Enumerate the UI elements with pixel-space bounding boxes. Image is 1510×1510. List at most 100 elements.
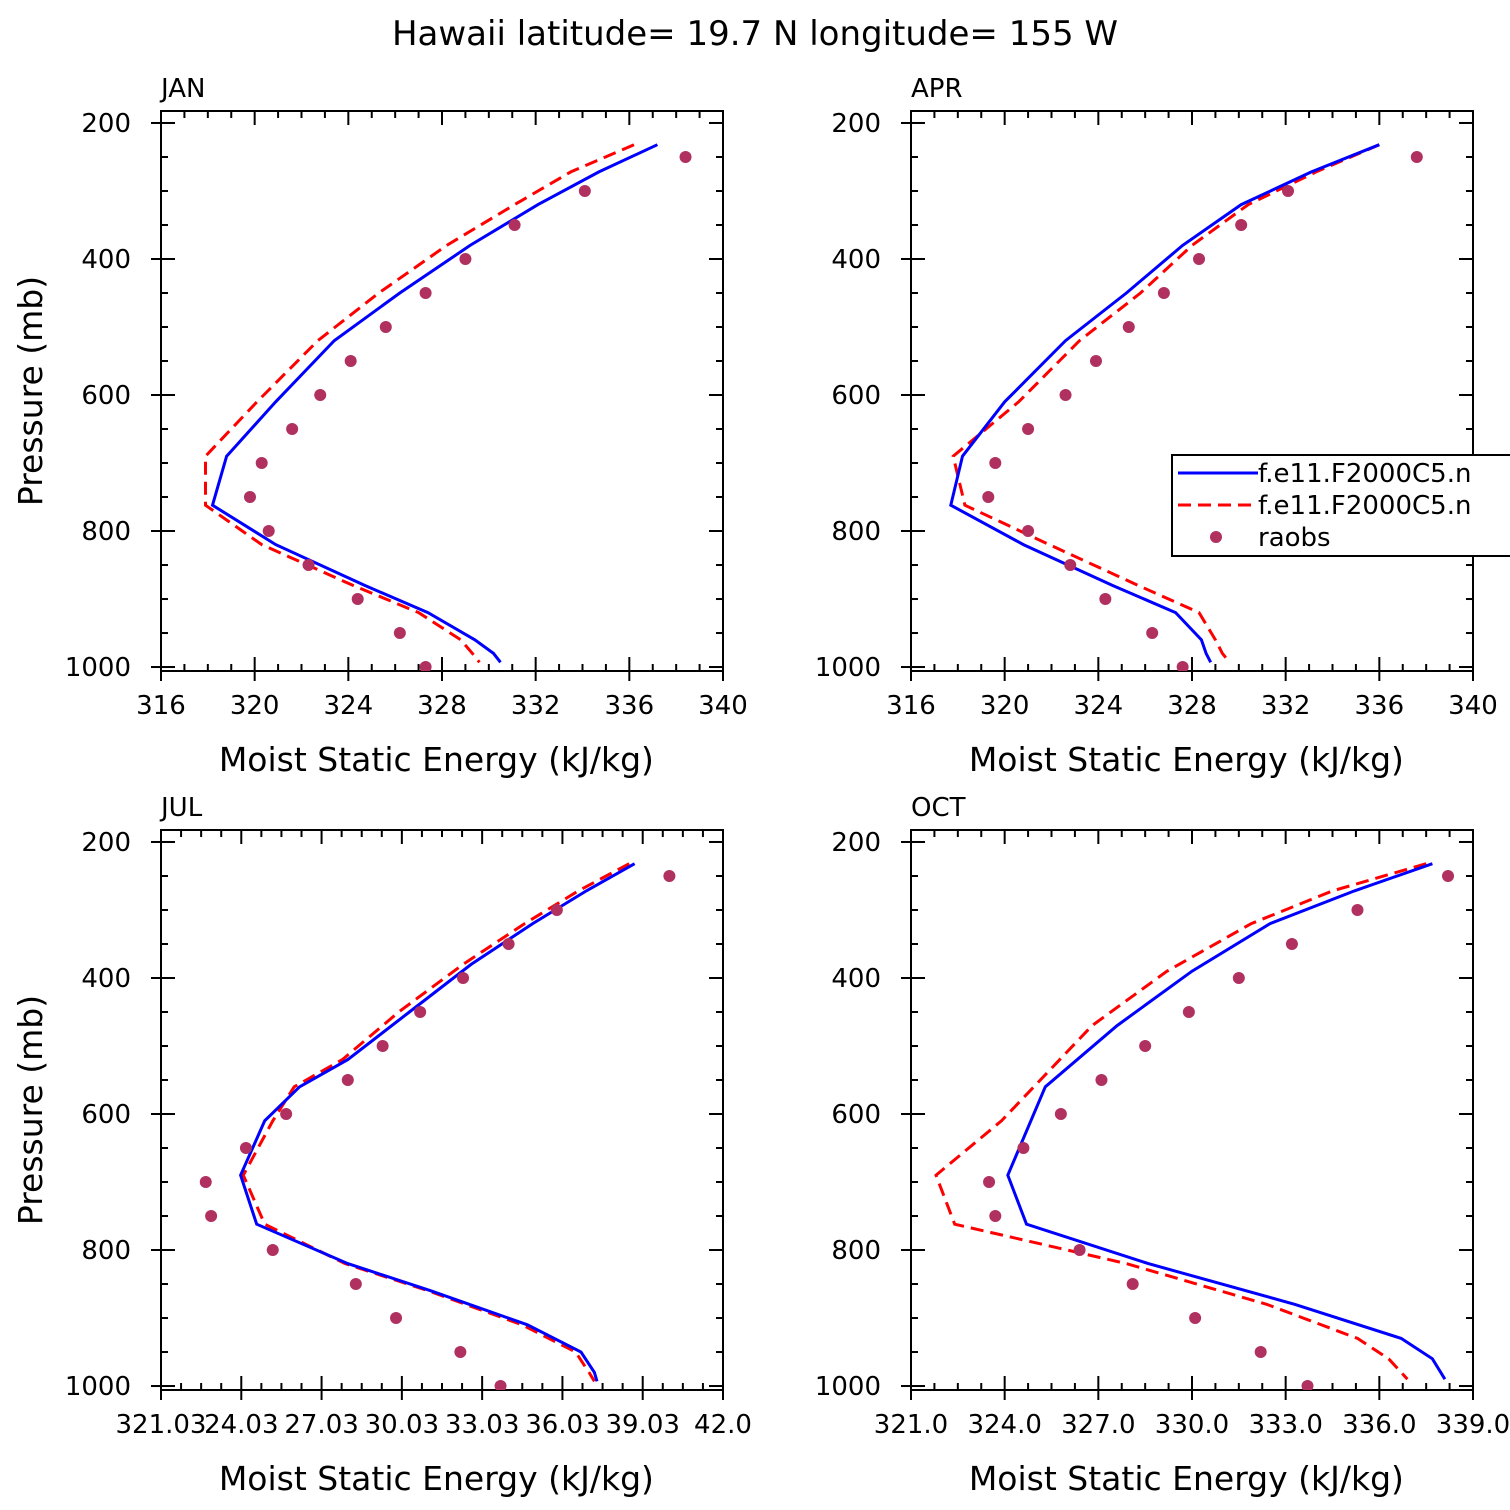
raobs-point	[243, 491, 256, 504]
raobs-point	[982, 491, 995, 504]
raobs-point	[376, 1039, 389, 1052]
raobs-point	[1126, 1278, 1139, 1291]
y-tick-label: 800	[81, 1236, 131, 1266]
raobs-point	[1282, 184, 1295, 197]
panel-label: APR	[911, 74, 963, 104]
panel-label: JAN	[159, 74, 205, 104]
panel-label: JUL	[159, 793, 203, 823]
raobs-point	[578, 184, 591, 197]
raobs-point	[1254, 1346, 1267, 1359]
panel-label: OCT	[911, 793, 966, 823]
raobs-point	[1285, 937, 1298, 950]
x-tick-label: 324.0	[967, 1410, 1041, 1440]
x-tick-label: 42.0	[694, 1410, 752, 1440]
raobs-point	[1059, 389, 1072, 402]
raobs-point	[679, 150, 692, 163]
legend-entry: raobs	[1258, 523, 1331, 553]
data-layer	[934, 862, 1455, 1390]
raobs-point	[393, 627, 406, 640]
x-tick-label: 320	[230, 691, 280, 721]
raobs-point	[344, 355, 357, 368]
raobs-point	[1122, 320, 1135, 333]
y-tick-label: 400	[831, 964, 881, 994]
raobs-point	[390, 1312, 403, 1325]
raobs-point	[989, 457, 1002, 470]
x-tick-label: 321.0	[874, 1410, 948, 1440]
x-tick-label: 332	[511, 691, 561, 721]
series-line-dashed	[951, 143, 1380, 664]
raobs-point	[550, 903, 563, 916]
y-tick-label: 600	[81, 1100, 131, 1130]
x-tick-label: 336	[605, 691, 655, 721]
legend-entry: f.e11.F2000C5.n	[1258, 491, 1471, 521]
y-tick-label: 800	[831, 1236, 881, 1266]
panel-oct: OCT 200 400 600 800 1000 321.0 324.0 327.0 330.0 3…	[815, 793, 1510, 1498]
plot-frame	[160, 829, 724, 1391]
raobs-point	[502, 937, 515, 950]
raobs-point	[314, 389, 327, 402]
data-layer	[949, 143, 1423, 671]
raobs-point	[989, 1210, 1002, 1223]
y-tick-label: 600	[831, 1100, 881, 1130]
x-tick-label: 30.03	[365, 1410, 439, 1440]
raobs-point	[1189, 1312, 1202, 1325]
raobs-point	[1301, 1380, 1314, 1390]
y-tick-label: 400	[81, 245, 131, 275]
raobs-point	[302, 559, 315, 572]
raobs-point	[1235, 218, 1248, 231]
raobs-point	[1095, 1074, 1108, 1087]
data-layer	[204, 143, 692, 671]
x-tick-label: 328	[1167, 691, 1217, 721]
raobs-point	[1176, 661, 1189, 671]
raobs-point	[1442, 869, 1455, 882]
y-tick-label: 1000	[815, 1372, 881, 1402]
raobs-point	[1099, 593, 1112, 606]
x-tick-label: 27.03	[284, 1410, 358, 1440]
y-axis-label: Pressure (mb)	[11, 995, 50, 1225]
raobs-point	[1017, 1142, 1030, 1155]
x-tick-label: 316	[886, 691, 936, 721]
x-tick-label: 330.0	[1155, 1410, 1229, 1440]
raobs-point	[983, 1176, 996, 1189]
y-tick-label: 200	[81, 828, 131, 858]
x-tick-label: 336	[1355, 691, 1405, 721]
y-tick-label: 200	[831, 109, 881, 139]
legend-entry: f.e11.F2000C5.n	[1258, 459, 1471, 489]
series-line-solid	[1006, 862, 1447, 1380]
raobs-point	[255, 457, 268, 470]
x-tick-label: 327.0	[1061, 1410, 1135, 1440]
x-tick-label: 39.03	[605, 1410, 679, 1440]
raobs-point	[239, 1142, 252, 1155]
y-tick-label: 1000	[65, 1372, 131, 1402]
figure-title: Hawaii latitude= 19.7 N longitude= 155 W	[392, 14, 1118, 54]
x-tick-label: 321.03	[116, 1410, 207, 1440]
raobs-point	[379, 320, 392, 333]
raobs-point	[341, 1074, 354, 1087]
raobs-point	[1089, 355, 1102, 368]
plot-frame	[910, 110, 1474, 672]
x-tick-label: 332	[1261, 691, 1311, 721]
raobs-point	[663, 869, 676, 882]
raobs-point	[266, 1244, 279, 1257]
raobs-point	[1064, 559, 1077, 572]
x-tick-label: 328	[417, 691, 467, 721]
series-line-solid	[949, 143, 1380, 663]
raobs-point	[494, 1380, 507, 1390]
raobs-point	[1054, 1108, 1067, 1121]
series-line-dashed	[241, 862, 630, 1383]
y-tick-label: 800	[81, 517, 131, 547]
x-axis-label: Moist Static Energy (kJ/kg)	[219, 1459, 654, 1498]
x-axis-label: Moist Static Energy (kJ/kg)	[219, 740, 654, 779]
legend-raobs-swatch	[1210, 531, 1222, 543]
raobs-point	[286, 423, 299, 436]
raobs-point	[1232, 971, 1245, 984]
x-tick-label: 336.0	[1342, 1410, 1416, 1440]
x-tick-label: 340	[1448, 691, 1498, 721]
raobs-point	[414, 1005, 427, 1018]
raobs-point	[1073, 1244, 1086, 1257]
raobs-point	[1022, 525, 1035, 538]
x-axis-label: Moist Static Energy (kJ/kg)	[969, 1459, 1404, 1498]
